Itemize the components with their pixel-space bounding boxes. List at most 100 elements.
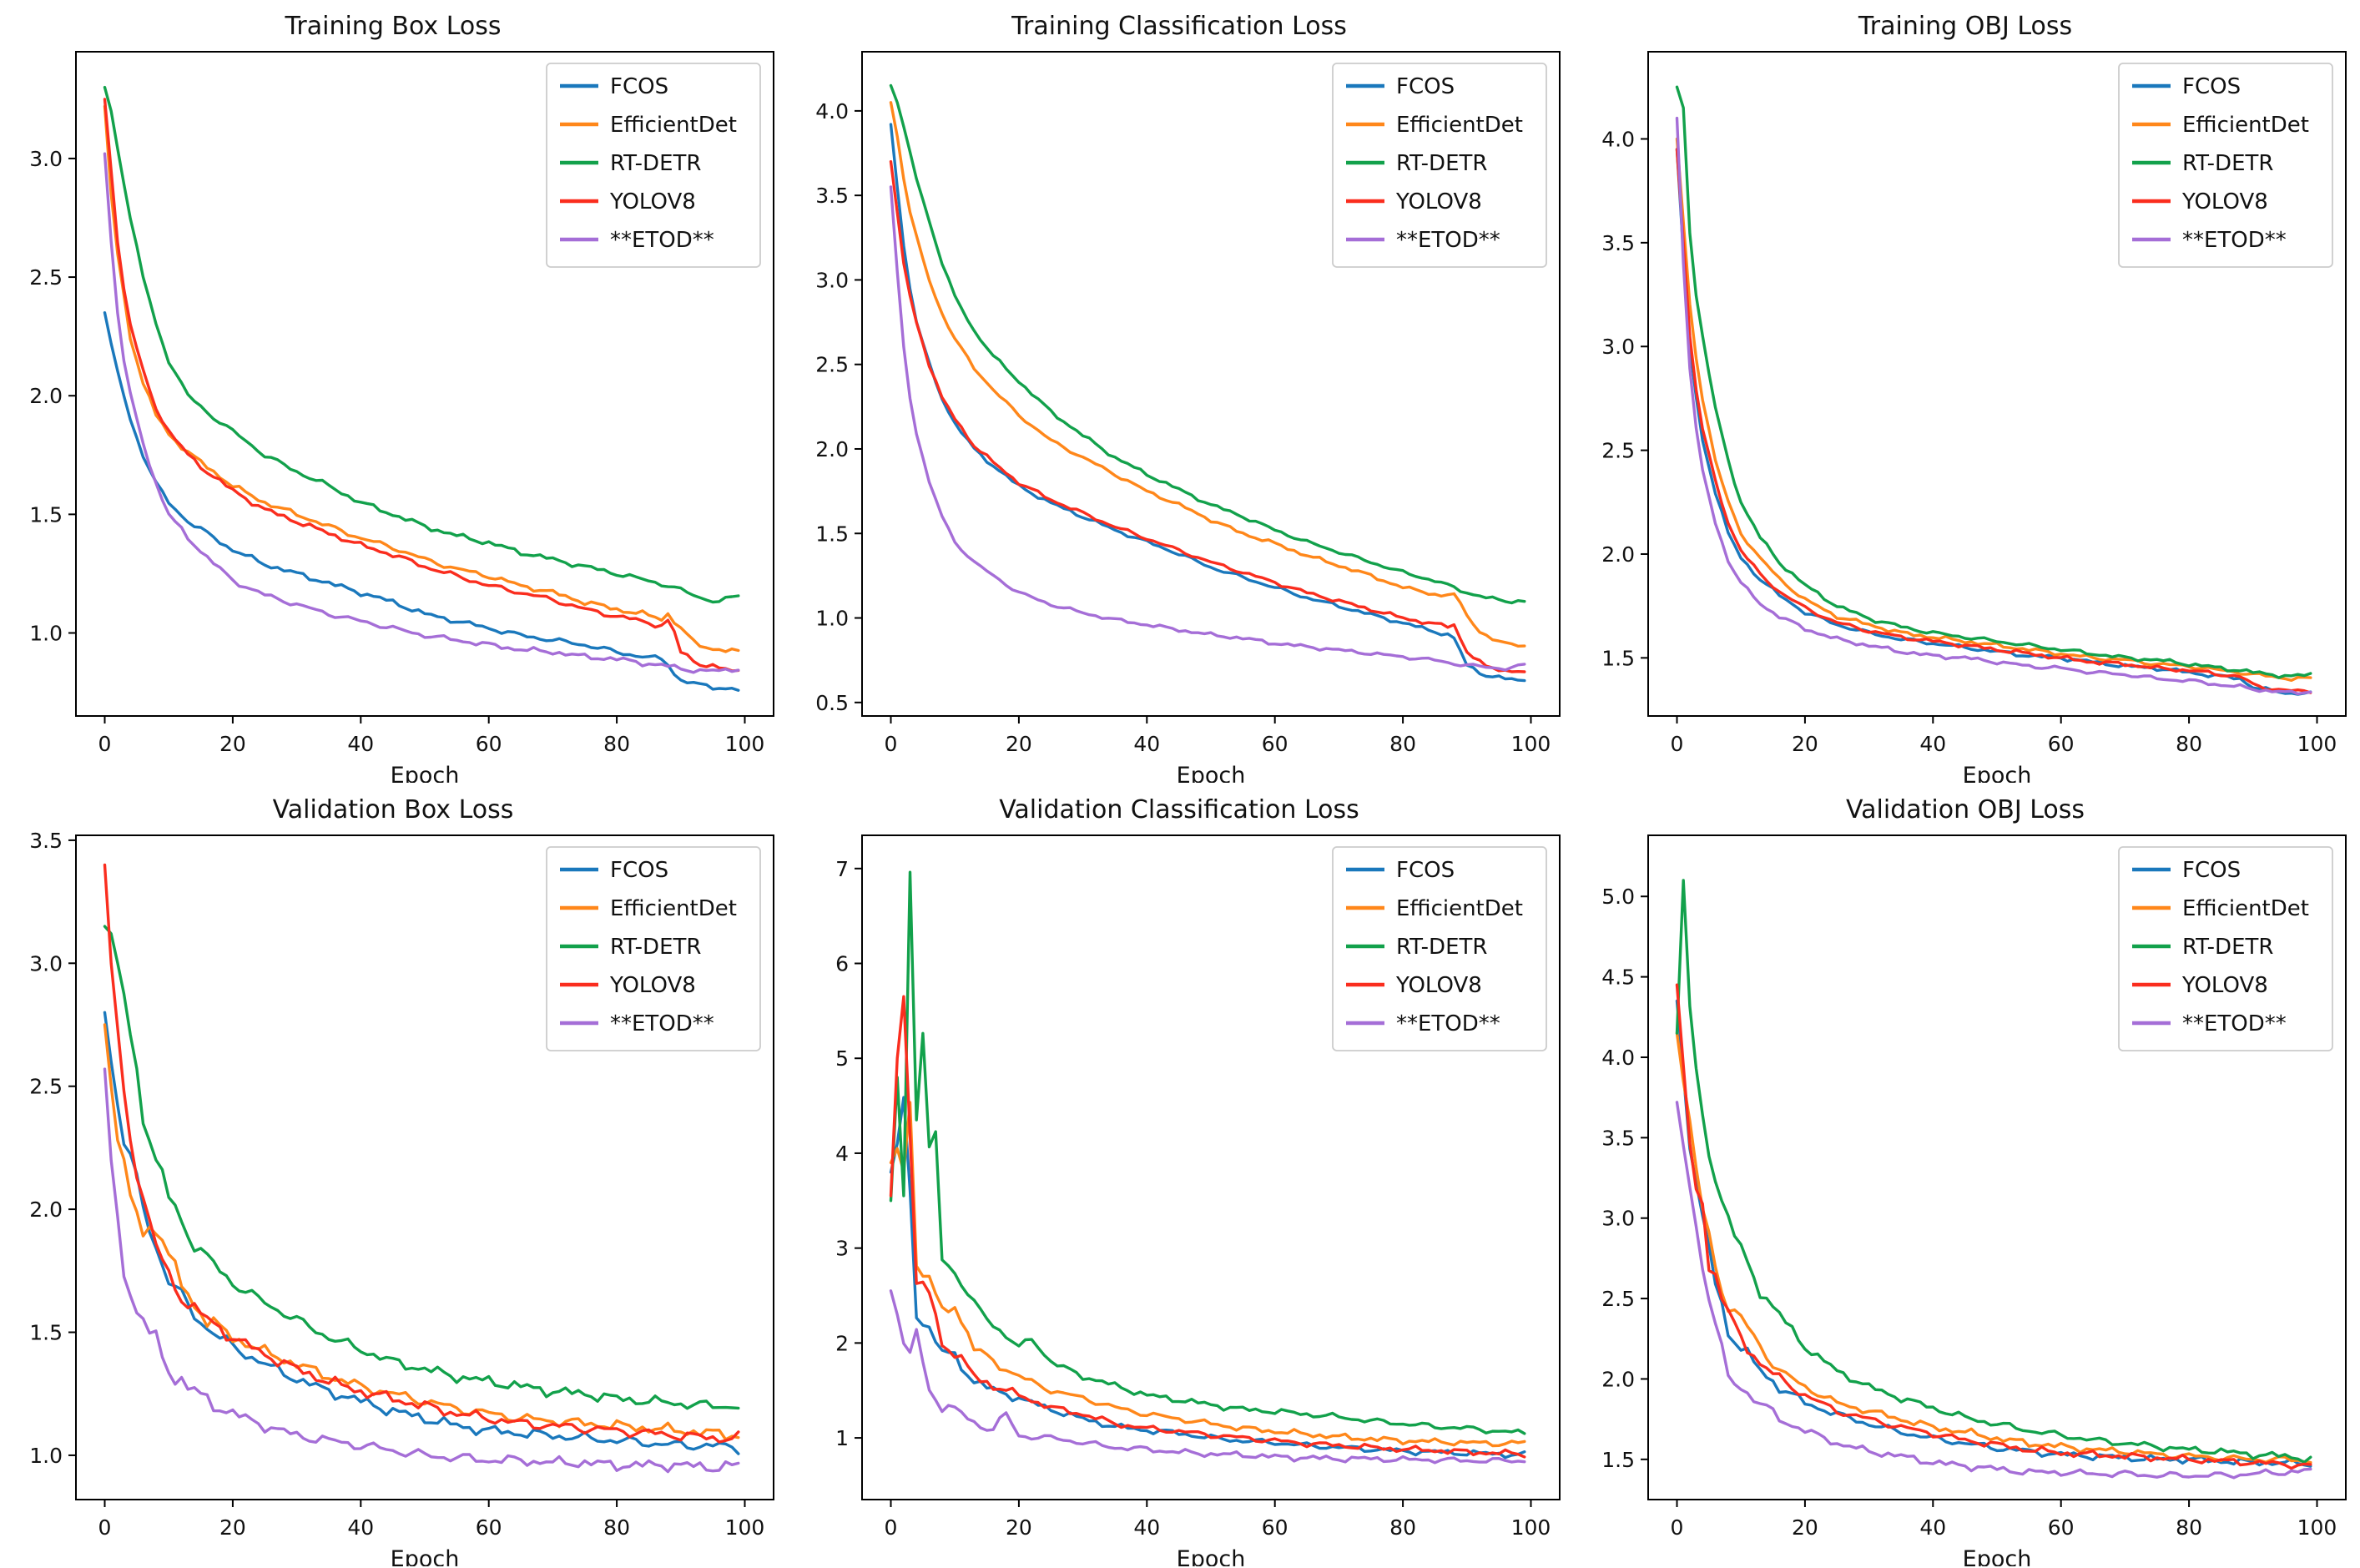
svg-text:FCOS: FCOS bbox=[1396, 858, 1455, 883]
svg-text:100: 100 bbox=[2297, 1515, 2337, 1540]
svg-text:60: 60 bbox=[476, 732, 502, 756]
svg-text:**ETOD**: **ETOD** bbox=[1396, 1011, 1500, 1036]
chart-title: Validation OBJ Loss bbox=[1845, 795, 2085, 824]
svg-text:80: 80 bbox=[1389, 1515, 1416, 1540]
svg-text:1.0: 1.0 bbox=[29, 1444, 63, 1468]
svg-text:2.0: 2.0 bbox=[1601, 1367, 1635, 1391]
plot-canvas: 1.5 2.0 2.5 3.0 3.5 4.0 4.5 5.0 0 20 40 60 80 100 Epoc… bbox=[1575, 827, 2356, 1566]
svg-text:FCOS: FCOS bbox=[2182, 74, 2241, 99]
svg-text:60: 60 bbox=[1262, 732, 1288, 756]
svg-text:80: 80 bbox=[603, 732, 630, 756]
svg-text:4: 4 bbox=[835, 1142, 849, 1166]
svg-text:RT-DETR: RT-DETR bbox=[2182, 935, 2273, 960]
chart-training-obj-loss: Training OBJ Loss 1.5 2.0 2.5 3.0 3.5 4.0 0 20 4… bbox=[1572, 0, 2358, 784]
svg-text:4.0: 4.0 bbox=[815, 99, 849, 124]
chart-title: Training OBJ Loss bbox=[1858, 12, 2073, 41]
svg-text:3.0: 3.0 bbox=[815, 268, 849, 292]
svg-text:0: 0 bbox=[1671, 732, 1684, 756]
svg-text:EfficientDet: EfficientDet bbox=[1396, 113, 1523, 138]
svg-text:2.0: 2.0 bbox=[1601, 542, 1635, 567]
svg-text:YOLOV8: YOLOV8 bbox=[1395, 973, 1482, 998]
chart-title: Training Classification Loss bbox=[1011, 12, 1347, 41]
svg-text:20: 20 bbox=[1006, 732, 1032, 756]
svg-text:20: 20 bbox=[219, 732, 246, 756]
plot-canvas: 0.5 1.0 1.5 2.0 2.5 3.0 3.5 4.0 0 20 40 60 80 100 Epoc… bbox=[789, 43, 1570, 783]
svg-text:3.0: 3.0 bbox=[29, 147, 63, 171]
svg-text:RT-DETR: RT-DETR bbox=[1396, 151, 1487, 176]
svg-text:2.5: 2.5 bbox=[29, 265, 63, 290]
svg-text:YOLOV8: YOLOV8 bbox=[609, 973, 696, 998]
svg-text:3.0: 3.0 bbox=[1601, 1207, 1635, 1231]
svg-text:2.0: 2.0 bbox=[29, 384, 63, 408]
svg-text:3.5: 3.5 bbox=[815, 184, 849, 208]
svg-text:40: 40 bbox=[347, 1515, 374, 1540]
svg-text:100: 100 bbox=[725, 732, 765, 756]
svg-text:3.0: 3.0 bbox=[29, 951, 63, 976]
svg-text:1.0: 1.0 bbox=[29, 622, 63, 646]
svg-text:**ETOD**: **ETOD** bbox=[1396, 228, 1500, 253]
svg-text:0: 0 bbox=[1671, 1515, 1684, 1540]
chart-title: Training Box Loss bbox=[285, 12, 502, 41]
plot-canvas: 1.0 1.5 2.0 2.5 3.0 3.5 0 20 40 60 80 100 Epoch FCOS E… bbox=[3, 827, 784, 1566]
svg-text:Epoch: Epoch bbox=[1963, 763, 2032, 783]
svg-text:80: 80 bbox=[2176, 732, 2202, 756]
svg-text:1.5: 1.5 bbox=[29, 1321, 63, 1345]
svg-text:EfficientDet: EfficientDet bbox=[1396, 896, 1523, 921]
svg-text:5: 5 bbox=[835, 1046, 849, 1071]
svg-text:FCOS: FCOS bbox=[2182, 858, 2241, 883]
svg-text:0: 0 bbox=[885, 1515, 898, 1540]
svg-text:4.0: 4.0 bbox=[1601, 127, 1635, 151]
svg-text:3: 3 bbox=[835, 1237, 849, 1261]
svg-text:40: 40 bbox=[1133, 1515, 1160, 1540]
svg-text:YOLOV8: YOLOV8 bbox=[2181, 189, 2268, 214]
svg-text:100: 100 bbox=[2297, 732, 2337, 756]
svg-text:EfficientDet: EfficientDet bbox=[2182, 896, 2309, 921]
svg-text:FCOS: FCOS bbox=[610, 74, 668, 99]
svg-text:60: 60 bbox=[1262, 1515, 1288, 1540]
svg-text:80: 80 bbox=[1389, 732, 1416, 756]
chart-validation-classification-loss: Validation Classification Loss 1 2 3 4 5 6 7 0 2… bbox=[786, 784, 1572, 1568]
svg-text:3.0: 3.0 bbox=[1601, 335, 1635, 359]
svg-text:EfficientDet: EfficientDet bbox=[610, 113, 737, 138]
svg-text:40: 40 bbox=[1919, 1515, 1946, 1540]
svg-text:40: 40 bbox=[1133, 732, 1160, 756]
svg-text:2.5: 2.5 bbox=[815, 353, 849, 377]
svg-text:Epoch: Epoch bbox=[1963, 1546, 2032, 1566]
svg-text:3.5: 3.5 bbox=[29, 829, 63, 853]
svg-text:YOLOV8: YOLOV8 bbox=[2181, 973, 2268, 998]
svg-text:6: 6 bbox=[835, 952, 849, 976]
svg-text:2.0: 2.0 bbox=[29, 1197, 63, 1222]
svg-text:60: 60 bbox=[2048, 732, 2075, 756]
svg-text:2.5: 2.5 bbox=[1601, 1287, 1635, 1311]
chart-title: Validation Classification Loss bbox=[999, 795, 1359, 824]
svg-text:20: 20 bbox=[1792, 1515, 1818, 1540]
svg-text:3.5: 3.5 bbox=[1601, 1126, 1635, 1150]
svg-text:**ETOD**: **ETOD** bbox=[2182, 1011, 2287, 1036]
svg-text:40: 40 bbox=[347, 732, 374, 756]
svg-text:0: 0 bbox=[885, 732, 898, 756]
svg-text:RT-DETR: RT-DETR bbox=[610, 935, 701, 960]
svg-text:20: 20 bbox=[219, 1515, 246, 1540]
svg-text:1.5: 1.5 bbox=[29, 502, 63, 527]
svg-text:80: 80 bbox=[2176, 1515, 2202, 1540]
svg-text:60: 60 bbox=[2048, 1515, 2075, 1540]
svg-text:1.5: 1.5 bbox=[1601, 646, 1635, 670]
chart-validation-box-loss: Validation Box Loss 1.0 1.5 2.0 2.5 3.0 3.5 0 2… bbox=[0, 784, 786, 1568]
svg-text:7: 7 bbox=[835, 857, 849, 881]
svg-text:1.5: 1.5 bbox=[815, 522, 849, 546]
svg-text:2.5: 2.5 bbox=[29, 1075, 63, 1099]
svg-text:60: 60 bbox=[476, 1515, 502, 1540]
svg-text:0: 0 bbox=[98, 732, 112, 756]
svg-text:**ETOD**: **ETOD** bbox=[2182, 228, 2287, 253]
svg-text:100: 100 bbox=[725, 1515, 765, 1540]
svg-text:EfficientDet: EfficientDet bbox=[2182, 113, 2309, 138]
svg-text:5.0: 5.0 bbox=[1601, 885, 1635, 909]
svg-text:RT-DETR: RT-DETR bbox=[2182, 151, 2273, 176]
plot-canvas: 1.5 2.0 2.5 3.0 3.5 4.0 0 20 40 60 80 100 Epoch FCOS E… bbox=[1575, 43, 2356, 783]
svg-text:RT-DETR: RT-DETR bbox=[1396, 935, 1487, 960]
svg-text:Epoch: Epoch bbox=[391, 763, 460, 783]
svg-text:20: 20 bbox=[1792, 732, 1818, 756]
svg-text:Epoch: Epoch bbox=[391, 1546, 460, 1566]
svg-text:3.5: 3.5 bbox=[1601, 231, 1635, 255]
svg-text:4.5: 4.5 bbox=[1601, 966, 1635, 990]
